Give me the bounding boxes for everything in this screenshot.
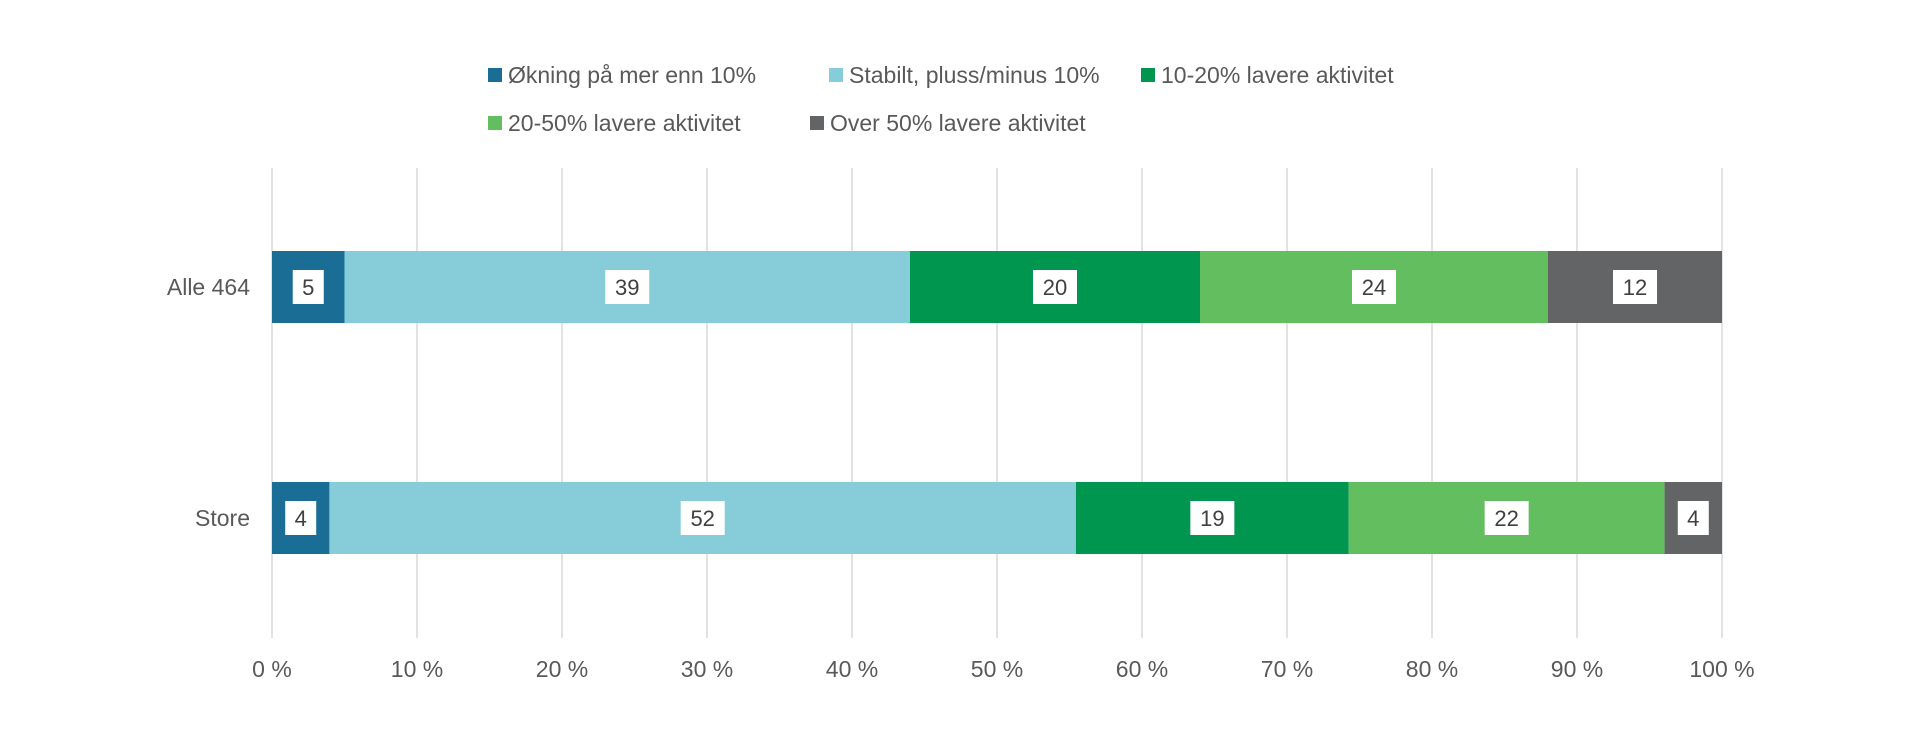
legend-swatch — [1141, 68, 1155, 82]
x-tick-label: 40 % — [826, 656, 878, 682]
data-label-box — [1484, 501, 1529, 535]
data-labels: 5 39 20 24 12 4 52 19 22 4 — [285, 270, 1709, 535]
legend-label: 20-50% lavere aktivitet — [508, 110, 741, 136]
legend-swatch — [829, 68, 843, 82]
data-label: 52 — [690, 506, 714, 531]
x-tick-label: 70 % — [1261, 656, 1313, 682]
data-label-box — [1352, 270, 1396, 304]
data-label: 4 — [295, 506, 307, 531]
gridlines — [271, 168, 1723, 638]
category-label: Alle 464 — [167, 274, 250, 300]
data-label-box — [1033, 270, 1077, 304]
x-tick-label: 0 % — [252, 656, 292, 682]
data-label: 22 — [1494, 506, 1518, 531]
data-label: 39 — [615, 275, 639, 300]
data-label-box — [680, 501, 725, 535]
category-axis: Alle 464 Store — [167, 274, 250, 531]
legend-swatch — [810, 116, 824, 130]
data-label-box — [292, 270, 324, 304]
legend-swatch — [488, 116, 502, 130]
data-label-box — [1677, 501, 1709, 535]
legend-swatch — [488, 68, 502, 82]
data-label: 12 — [1623, 275, 1647, 300]
x-tick-label: 90 % — [1551, 656, 1603, 682]
x-tick-label: 10 % — [391, 656, 443, 682]
x-tick-label: 20 % — [536, 656, 588, 682]
data-label-box — [1613, 270, 1657, 304]
data-label: 24 — [1362, 275, 1386, 300]
data-label-box — [285, 501, 317, 535]
chart-legend: Økning på mer enn 10% Stabilt, pluss/minu… — [488, 62, 1394, 136]
legend-label: Økning på mer enn 10% — [508, 62, 756, 88]
data-label-box — [1190, 501, 1235, 535]
data-label: 20 — [1043, 275, 1067, 300]
x-tick-label: 50 % — [971, 656, 1023, 682]
data-label: 5 — [302, 275, 314, 300]
x-tick-label: 100 % — [1689, 656, 1754, 682]
x-tick-label: 30 % — [681, 656, 733, 682]
legend-label: Over 50% lavere aktivitet — [830, 110, 1086, 136]
data-label: 19 — [1200, 506, 1224, 531]
x-tick-label: 60 % — [1116, 656, 1168, 682]
x-tick-label: 80 % — [1406, 656, 1458, 682]
data-label-box — [605, 270, 650, 304]
data-label: 4 — [1687, 506, 1699, 531]
legend-label: Stabilt, pluss/minus 10% — [849, 62, 1100, 88]
value-axis: 0 % 10 % 20 % 30 % 40 % 50 % 60 % 70 % 80 % 90 % 1… — [252, 656, 1754, 682]
category-label: Store — [195, 505, 250, 531]
legend-label: 10-20% lavere aktivitet — [1161, 62, 1394, 88]
